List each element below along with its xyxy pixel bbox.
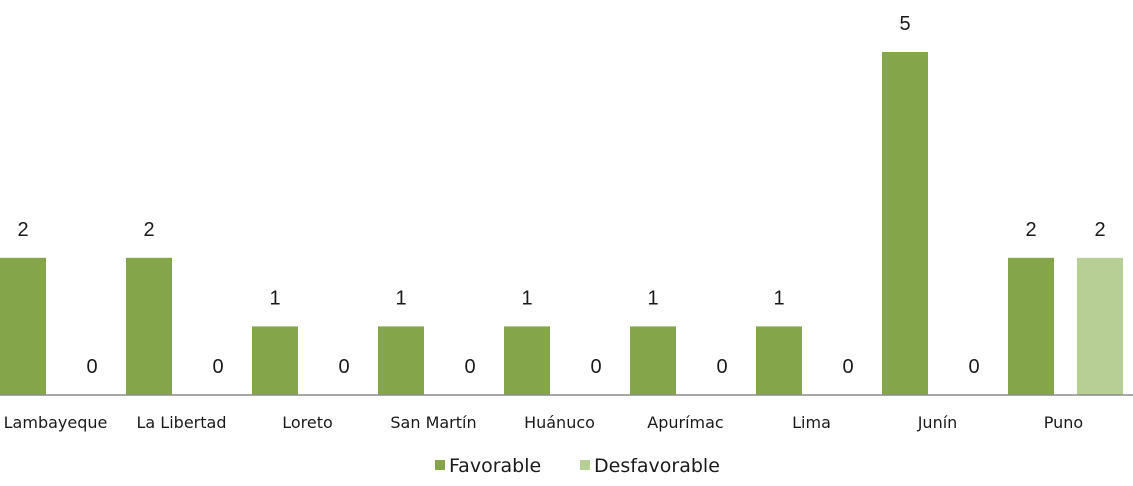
bar-huanuco-favorable	[504, 326, 550, 395]
bar-san-martin-favorable	[378, 326, 424, 395]
bar-junin-favorable	[882, 52, 928, 395]
value-label-lambayeque-favorable: 2	[17, 219, 28, 241]
category-label-san-martin: San Martín	[390, 413, 476, 432]
category-label-la-libertad: La Libertad	[137, 413, 227, 432]
legend-swatch-desfavorable	[580, 460, 590, 470]
legend-label-favorable: Favorable	[449, 455, 541, 477]
value-label-lima-desfavorable: 0	[842, 356, 853, 378]
category-label-puno: Puno	[1044, 413, 1083, 432]
bar-lima-favorable	[756, 326, 802, 395]
category-label-lambayeque: Lambayeque	[4, 413, 108, 432]
category-label-junin: Junín	[917, 413, 958, 432]
category-label-huanuco: Huánuco	[524, 413, 595, 432]
value-label-la-libertad-favorable: 2	[143, 219, 154, 241]
bars-layer	[0, 52, 1123, 395]
legend: Favorable Desfavorable	[435, 455, 720, 477]
bar-lambayeque-favorable	[0, 257, 46, 395]
legend-label-desfavorable: Desfavorable	[594, 455, 720, 477]
value-label-apurimac-favorable: 1	[647, 287, 658, 309]
value-label-lambayeque-desfavorable: 0	[86, 356, 97, 378]
value-label-junin-favorable: 5	[899, 13, 910, 35]
bar-la-libertad-favorable	[126, 257, 172, 395]
bar-loreto-favorable	[252, 326, 298, 395]
value-label-huanuco-favorable: 1	[521, 287, 532, 309]
value-label-lima-favorable: 1	[773, 287, 784, 309]
bar-apurimac-favorable	[630, 326, 676, 395]
value-label-puno-desfavorable: 2	[1094, 219, 1105, 241]
value-label-la-libertad-desfavorable: 0	[212, 356, 223, 378]
legend-swatch-favorable	[435, 460, 445, 470]
category-label-lima: Lima	[792, 413, 831, 432]
bar-puno-desfavorable	[1077, 257, 1123, 395]
category-labels-layer: Lambayeque La Libertad Loreto San Martín Huá…	[4, 413, 1084, 432]
value-label-apurimac-desfavorable: 0	[716, 356, 727, 378]
value-label-loreto-favorable: 1	[269, 287, 280, 309]
value-label-san-martin-desfavorable: 0	[464, 356, 475, 378]
value-label-san-martin-favorable: 1	[395, 287, 406, 309]
category-label-loreto: Loreto	[282, 413, 333, 432]
bar-puno-favorable	[1008, 257, 1054, 395]
value-label-loreto-desfavorable: 0	[338, 356, 349, 378]
value-label-junin-desfavorable: 0	[968, 356, 979, 378]
value-label-puno-favorable: 2	[1025, 219, 1036, 241]
value-label-huanuco-desfavorable: 0	[590, 356, 601, 378]
category-label-apurimac: Apurímac	[647, 413, 723, 432]
